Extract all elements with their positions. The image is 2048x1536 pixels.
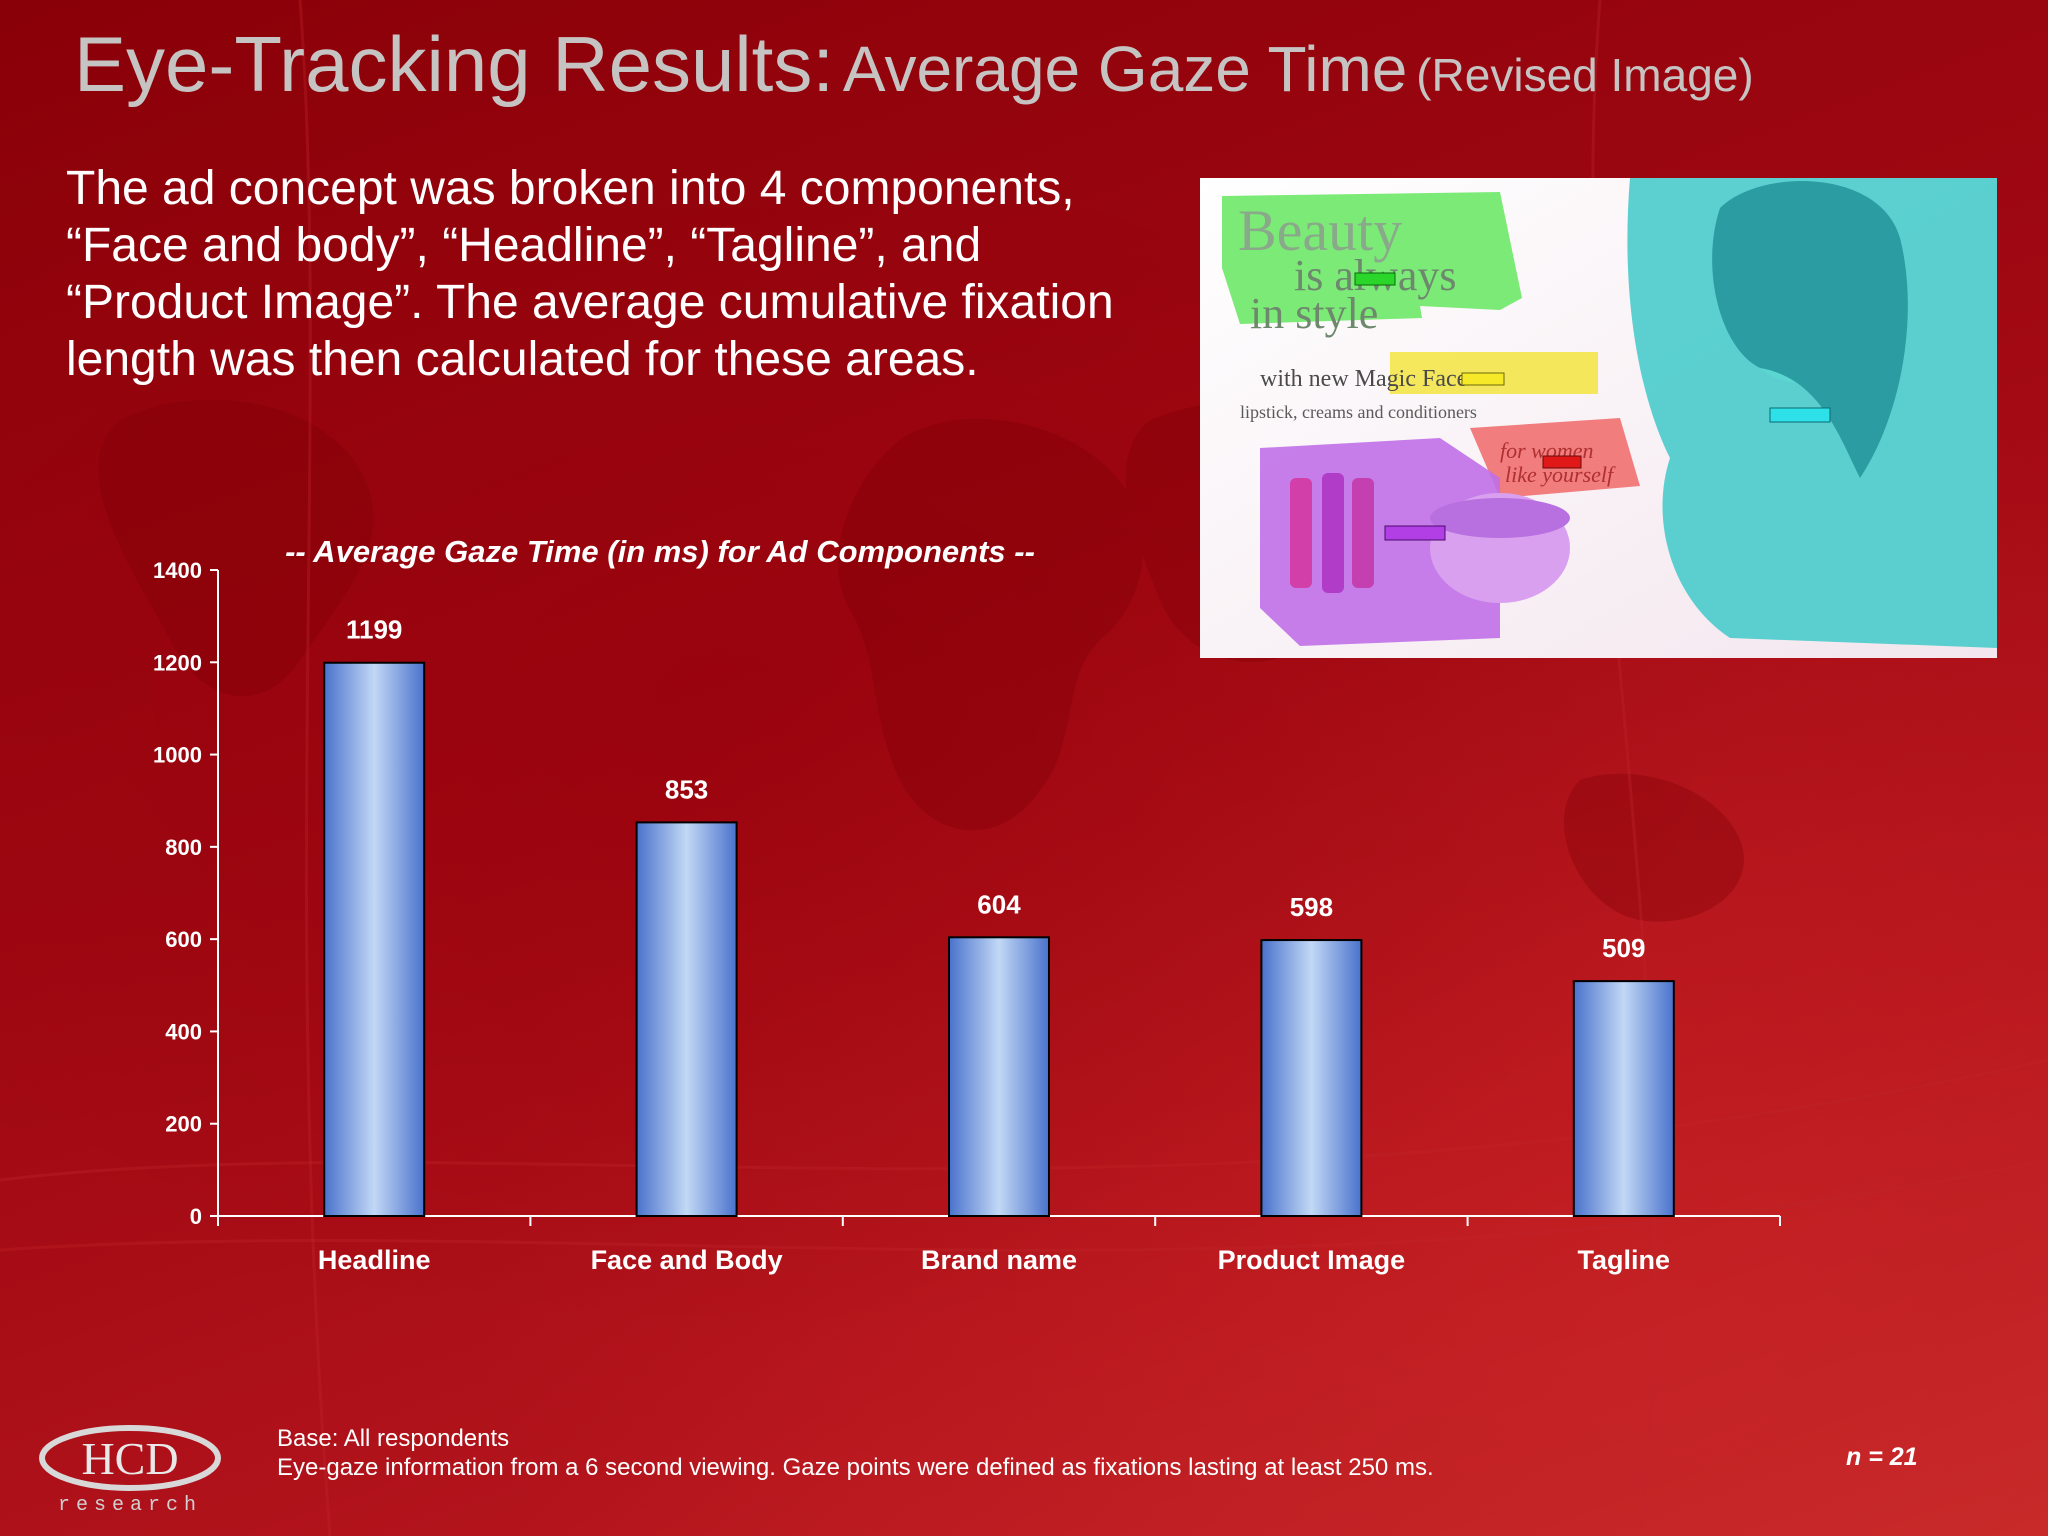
y-tick-label: 1400 [153,558,202,583]
y-tick-label: 200 [165,1112,202,1137]
y-tick-label: 0 [190,1204,202,1229]
chart-title: -- Average Gaze Time (in ms) for Ad Comp… [285,534,1035,569]
footer-note: Eye-gaze information from a 6 second vie… [277,1454,1434,1481]
bar-brand-name [948,936,1050,1217]
brand-line: with new Magic Face [1260,366,1467,392]
bar-tagline [1572,980,1675,1218]
y-tick-label: 1000 [153,743,202,768]
headline-region [1222,192,1522,324]
product-image-region [1260,438,1500,646]
footer-notes: Base: All respondents Eye-gaze informati… [277,1424,1434,1482]
logo-text: HCD [81,1433,178,1484]
page-title: Eye-Tracking Results: Average Gaze Time … [74,20,1754,108]
intro-text: The ad concept was broken into 4 compone… [66,162,1114,386]
data-label: 509 [1602,933,1645,963]
logo-subtext: research [58,1494,202,1516]
data-label: 1199 [346,615,402,645]
bar-headline [323,661,426,1217]
title-paren: (Revised Image) [1416,49,1754,101]
bar-product-image [1260,939,1363,1218]
data-label: 604 [977,889,1021,919]
category-label: Face and Body [591,1245,783,1275]
product-line: lipstick, creams and conditioners [1240,402,1477,422]
y-tick-label: 400 [165,1019,202,1044]
category-label: Brand name [921,1245,1077,1275]
category-label: Tagline [1578,1245,1671,1275]
data-label: 598 [1290,892,1333,922]
category-label: Headline [318,1245,431,1275]
data-label: 853 [665,774,708,804]
title-main: Eye-Tracking Results: [74,20,835,108]
y-tick-label: 600 [165,927,202,952]
hcd-research-logo: HCD research [39,1425,221,1516]
y-tick-label: 800 [165,835,202,860]
category-label: Product Image [1218,1245,1406,1275]
headline-line-1: Beauty [1238,198,1402,263]
footer-base: Base: All respondents [277,1425,510,1452]
title-sub: Average Gaze Time [842,33,1408,105]
headline-line-3: in style [1250,289,1378,338]
y-tick-label: 1200 [153,650,202,675]
bar-face-and-body [635,821,738,1217]
sample-size: n = 21 [1846,1443,1918,1471]
ad-heatmap-image: Beauty is always in style with new Magic… [1200,178,1997,658]
